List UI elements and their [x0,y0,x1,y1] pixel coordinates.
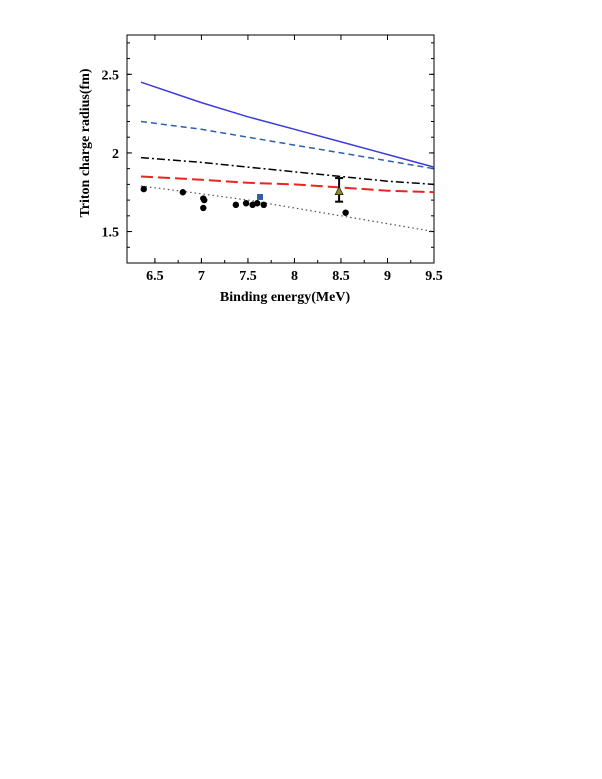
x-tick-label: 9.5 [425,269,443,284]
data-point [201,196,208,204]
data-point [140,185,147,193]
data-point [242,200,250,207]
x-tick-label: 8 [291,269,298,284]
data-point [254,200,261,207]
data-points [140,185,349,216]
data-point [179,189,187,196]
y-tick-label: 1.5 [102,226,120,241]
data-point [342,209,349,216]
y-tick-label: 2 [112,147,119,162]
ticks: 6.5 7 7.5 8 8.5 9 9.5 1.5 2 2.5 [102,35,443,284]
data-point [232,201,240,209]
x-tick-label: 6.5 [146,269,164,284]
curve-solid [140,81,435,168]
data-point [260,201,267,209]
curve-dashed [140,120,435,170]
plot-frame [126,34,435,264]
data-point [200,204,207,212]
y-tick-label: 2.5 [102,68,120,83]
x-axis-label: Binding energy(MeV) [220,290,351,305]
experimental-marker [334,185,344,195]
x-tick-label: 7.5 [239,269,257,284]
square-point [257,193,264,200]
y-axis-label: Triton charge radius(fm) [78,68,93,217]
x-tick-label: 8.5 [332,269,350,284]
experimental-point [334,177,344,203]
curves [140,81,435,233]
curve-long-dash [140,175,435,194]
x-tick-label: 7 [198,269,205,284]
curve-dash-dot [140,156,435,186]
x-tick-label: 9 [384,269,391,284]
